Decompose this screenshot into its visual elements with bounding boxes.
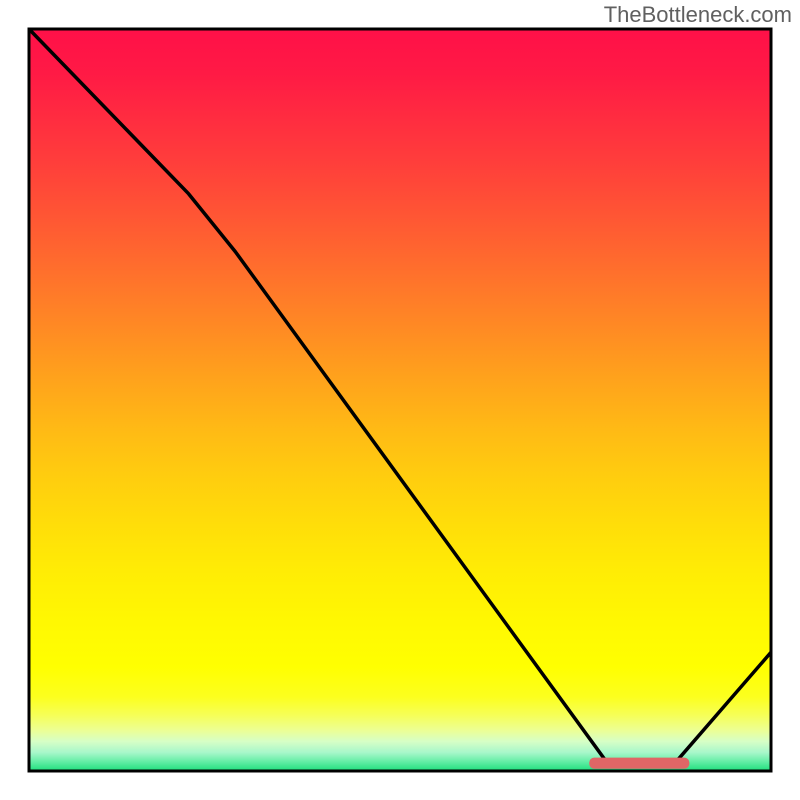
plot-background	[29, 29, 771, 771]
chart-container: TheBottleneck.com	[0, 0, 800, 800]
optimal-marker	[589, 758, 689, 769]
bottleneck-chart	[0, 0, 800, 800]
attribution-text: TheBottleneck.com	[604, 2, 792, 28]
